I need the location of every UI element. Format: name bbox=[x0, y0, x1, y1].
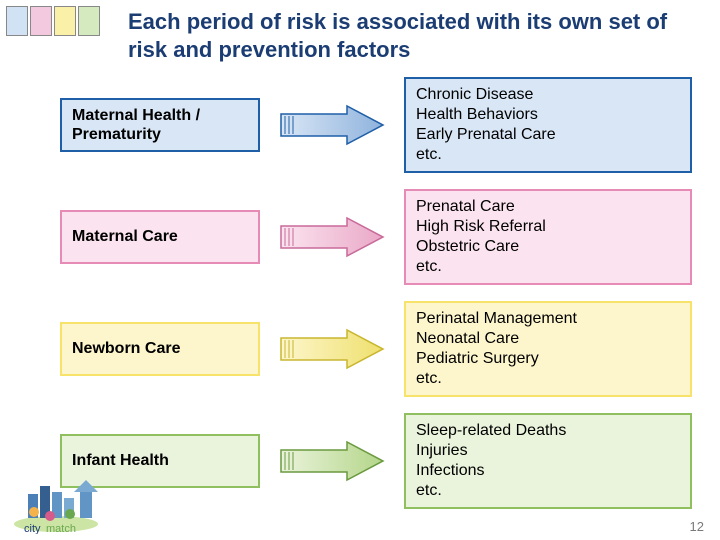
factors-box-pink: Prenatal Care High Risk Referral Obstetr… bbox=[404, 189, 692, 285]
citymatch-logo: city match bbox=[10, 470, 130, 534]
risk-row-pink: Maternal Care Prenatal Care High Risk Ref… bbox=[60, 189, 692, 285]
diagram-rows: Maternal Health / Prematurity Chronic Dis… bbox=[0, 77, 720, 509]
legend-swatch-yellow bbox=[54, 6, 76, 36]
page-title: Each period of risk is associated with i… bbox=[0, 0, 720, 77]
legend-swatch-green bbox=[78, 6, 100, 36]
factors-box-blue: Chronic Disease Health Behaviors Early P… bbox=[404, 77, 692, 173]
svg-text:match: match bbox=[46, 523, 76, 534]
factors-box-yellow: Perinatal Management Neonatal Care Pedia… bbox=[404, 301, 692, 397]
arrow-yellow bbox=[272, 328, 392, 370]
period-box-pink: Maternal Care bbox=[60, 210, 260, 264]
risk-row-yellow: Newborn Care Perinatal Management Neonata… bbox=[60, 301, 692, 397]
period-box-yellow: Newborn Care bbox=[60, 322, 260, 376]
factors-text-blue: Chronic Disease Health Behaviors Early P… bbox=[416, 85, 680, 165]
factors-box-green: Sleep-related Deaths Injuries Infections… bbox=[404, 413, 692, 509]
legend-swatch-blue bbox=[6, 6, 28, 36]
risk-row-green: Infant HealthSleep-related Deaths Injuri… bbox=[60, 413, 692, 509]
legend-swatch-pink bbox=[30, 6, 52, 36]
risk-row-blue: Maternal Health / Prematurity Chronic Dis… bbox=[60, 77, 692, 173]
factors-text-yellow: Perinatal Management Neonatal Care Pedia… bbox=[416, 309, 680, 389]
arrow-green bbox=[272, 440, 392, 482]
period-box-blue: Maternal Health / Prematurity bbox=[60, 98, 260, 152]
page-number: 12 bbox=[690, 519, 704, 534]
logo-text-span: city bbox=[24, 523, 41, 534]
factors-text-green: Sleep-related Deaths Injuries Infections… bbox=[416, 421, 680, 501]
arrow-pink bbox=[272, 216, 392, 258]
arrow-blue bbox=[272, 104, 392, 146]
factors-text-pink: Prenatal Care High Risk Referral Obstetr… bbox=[416, 197, 680, 277]
corner-legend bbox=[6, 6, 100, 36]
